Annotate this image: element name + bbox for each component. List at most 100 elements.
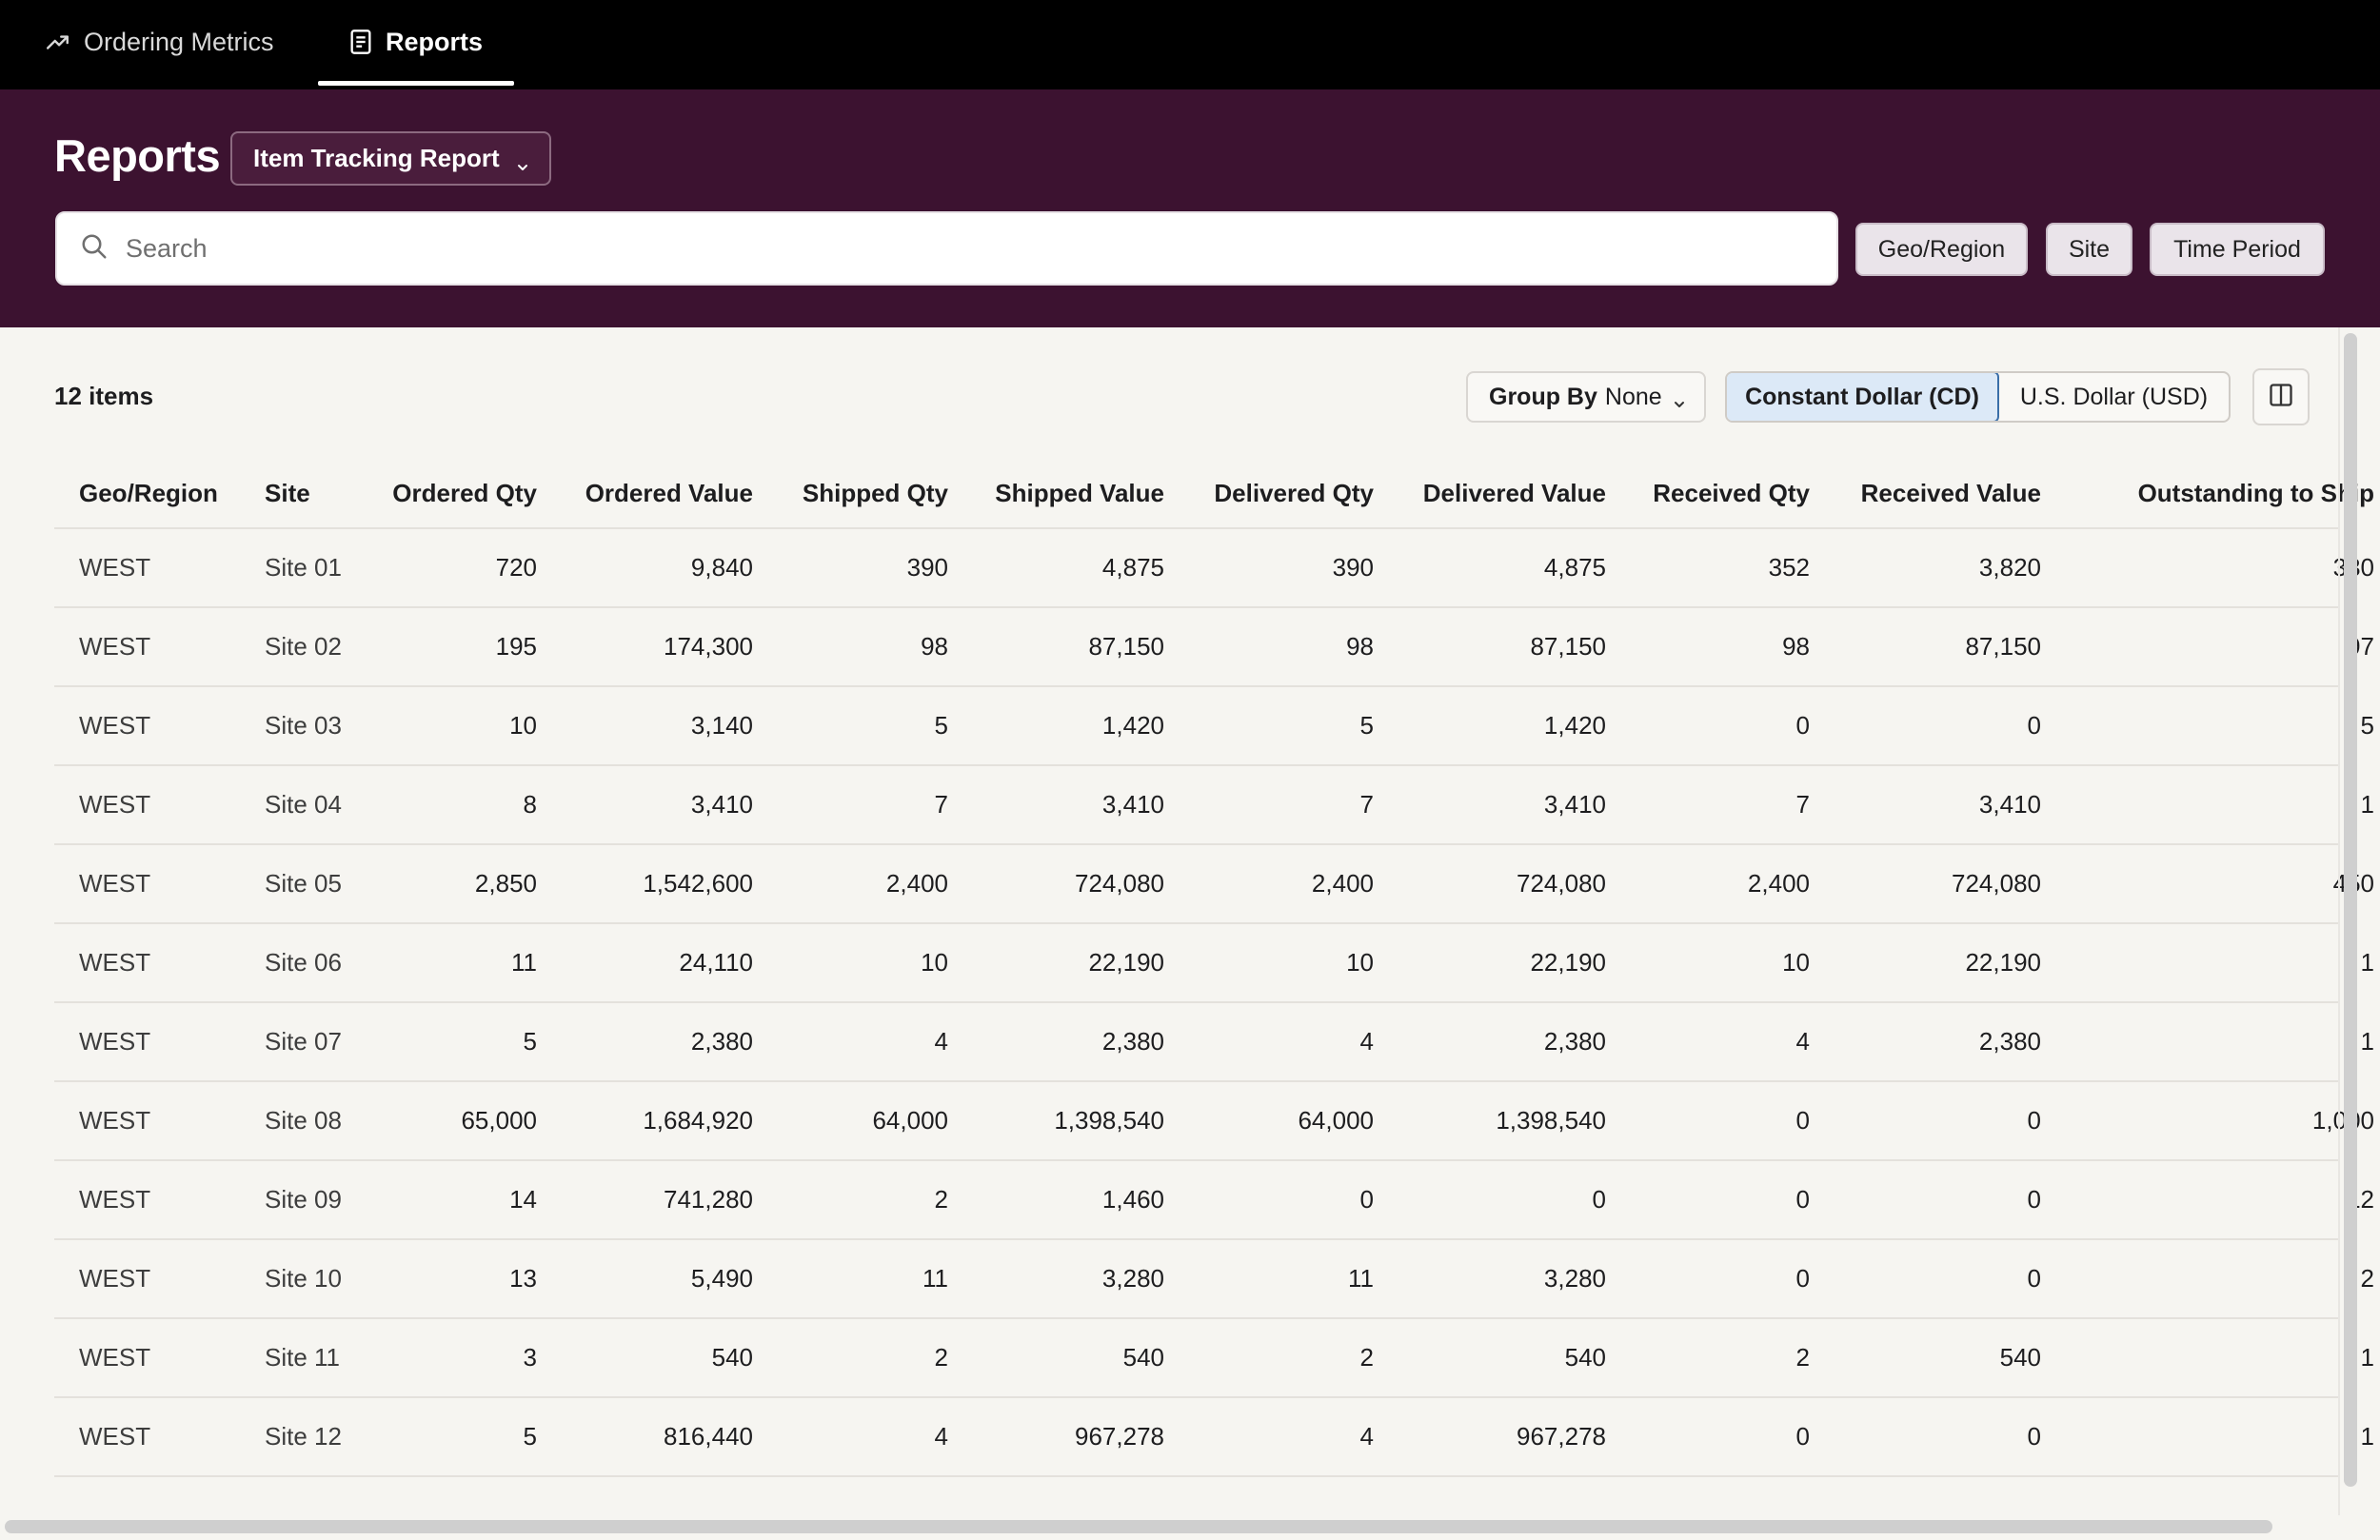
table-cell: 390 (906, 553, 948, 582)
item-count: 12 items (54, 382, 154, 410)
table-cell: WEST (79, 1343, 151, 1372)
table-cell: 3,410 (1978, 790, 2041, 819)
table-cell: 540 (1564, 1343, 1606, 1372)
group-by-select[interactable]: Group By None (1466, 371, 1706, 423)
table-cell: 450 (2063, 845, 2374, 922)
search-icon (80, 232, 109, 266)
table-cell: 0 (1359, 1185, 1374, 1214)
table-cell: 4,875 (1543, 553, 1606, 582)
tab-ordering-metrics[interactable]: Ordering Metrics (46, 0, 274, 84)
filter-geo-region-button[interactable]: Geo/Region (1855, 223, 2028, 276)
columns-icon (2268, 382, 2294, 413)
table-cell: WEST (79, 632, 151, 661)
tab-reports[interactable]: Reports (318, 0, 514, 86)
table-cell: 10 (921, 948, 948, 977)
column-header[interactable]: Outstanding to Ship (2137, 479, 2374, 507)
table-cell: 724,080 (1952, 869, 2041, 898)
table-row[interactable]: WEST Site 02 195 174,300 98 87,150 98 87,150 98 8… (54, 608, 2374, 687)
table-cell: 1,684,920 (643, 1106, 753, 1135)
column-header[interactable]: Received Value (1860, 479, 2041, 507)
table-cell: Site 01 (265, 553, 342, 582)
active-tab-indicator (318, 81, 514, 86)
table-cell: Site 11 (265, 1343, 341, 1372)
table-row[interactable]: WEST Site 11 3 540 2 540 2 540 2 540 1 (54, 1319, 2374, 1398)
column-header[interactable]: Site (265, 479, 310, 507)
table-cell: 14 (509, 1185, 537, 1214)
search-input[interactable] (126, 233, 1792, 264)
table-cell: 3,280 (1101, 1264, 1164, 1293)
table-cell: 967,278 (1075, 1422, 1164, 1451)
table-row[interactable]: WEST Site 07 5 2,380 4 2,380 4 2,380 4 2,380 1 (54, 1003, 2374, 1082)
table-cell: 7 (1359, 790, 1374, 819)
column-header[interactable]: Delivered Value (1422, 479, 1606, 507)
table-cell: 741,280 (664, 1185, 753, 1214)
report-type-select[interactable]: Item Tracking Report (230, 131, 551, 186)
table-cell: 1 (2360, 1343, 2374, 1372)
table-row[interactable]: WEST Site 05 2,850 1,542,600 2,400 724,080 2,4… (54, 845, 2374, 924)
table-cell: 540 (1999, 1343, 2041, 1372)
table-cell: 97 (2347, 632, 2374, 661)
table-cell: 22,190 (1965, 948, 2041, 977)
column-header[interactable]: Delivered Qty (1214, 479, 1374, 507)
table-cell: 87,150 (1965, 632, 2041, 661)
currency-option-cd[interactable]: Constant Dollar (CD) (1727, 373, 1999, 421)
page-title: Reports (54, 130, 221, 181)
table-cell: 0 (1795, 1422, 1810, 1451)
table-cell: WEST (79, 711, 151, 740)
table-header-row: Geo/Region Site Ordered Qty Ordered Valu… (54, 458, 2374, 529)
table-cell: 4 (1795, 1027, 1810, 1056)
table-cell: 540 (711, 1343, 753, 1372)
table-cell: Site 10 (265, 1264, 342, 1293)
table-cell: 0 (2027, 711, 2041, 740)
table-cell: 3,410 (1543, 790, 1606, 819)
table-cell: 98 (921, 632, 948, 661)
currency-option-usd[interactable]: U.S. Dollar (USD) (2019, 383, 2209, 410)
table-cell: 24,110 (679, 948, 753, 977)
table-cell: 352 (1768, 553, 1810, 582)
table-cell: WEST (79, 553, 151, 582)
table-cell: 65,000 (461, 1106, 537, 1135)
table-cell: 10 (509, 711, 537, 740)
table-cell: 724,080 (1517, 869, 1606, 898)
table-cell: 7 (934, 790, 948, 819)
table-row[interactable]: WEST Site 12 5 816,440 4 967,278 4 967,278 0 0 1 (54, 1398, 2374, 1477)
column-header[interactable]: Ordered Qty (392, 479, 537, 507)
table-cell: 1 (2360, 948, 2374, 977)
table-cell: 1 (2360, 1422, 2374, 1451)
table-cell: Site 09 (265, 1185, 342, 1214)
table-cell: 0 (2027, 1422, 2041, 1451)
trending-up-icon (46, 30, 70, 54)
table-cell: 2 (934, 1343, 948, 1372)
table-cell: 2,380 (1543, 1027, 1606, 1056)
column-header[interactable]: Shipped Value (995, 479, 1164, 507)
table-cell: 2,380 (1101, 1027, 1164, 1056)
table-cell: 2,400 (1311, 869, 1374, 898)
horizontal-scrollbar[interactable] (5, 1520, 2272, 1533)
filter-time-period-button[interactable]: Time Period (2150, 223, 2325, 276)
table-row[interactable]: WEST Site 04 8 3,410 7 3,410 7 3,410 7 3,410 1 (54, 766, 2374, 845)
table-cell: 12 (2347, 1185, 2374, 1214)
table-cell: 4 (934, 1422, 948, 1451)
table-cell: Site 02 (265, 632, 342, 661)
table-row[interactable]: WEST Site 08 65,000 1,684,920 64,000 1,398,54… (54, 1082, 2374, 1161)
columns-toggle-button[interactable] (2252, 368, 2310, 425)
column-header[interactable]: Ordered Value (585, 479, 753, 507)
table-cell: 1,398,540 (1054, 1106, 1164, 1135)
vertical-scrollbar[interactable] (2344, 333, 2357, 1487)
table-cell: 0 (1795, 1106, 1810, 1135)
document-icon (349, 29, 372, 55)
column-header[interactable]: Shipped Qty (802, 479, 948, 507)
tab-ordering-metrics-label: Ordering Metrics (84, 27, 274, 56)
table-cell: 1,542,600 (643, 869, 753, 898)
column-header[interactable]: Geo/Region (79, 479, 218, 507)
table-cell: WEST (79, 869, 151, 898)
table-row[interactable]: WEST Site 10 13 5,490 11 3,280 11 3,280 0 0 2 (54, 1240, 2374, 1319)
table-row[interactable]: WEST Site 01 720 9,840 390 4,875 390 4,875 352 3,… (54, 529, 2374, 608)
column-header[interactable]: Received Qty (1653, 479, 1810, 507)
table-row[interactable]: WEST Site 09 14 741,280 2 1,460 0 0 0 0 12 (54, 1161, 2374, 1240)
table-cell: 0 (2027, 1106, 2041, 1135)
table-cell: 0 (1795, 711, 1810, 740)
table-row[interactable]: WEST Site 03 10 3,140 5 1,420 5 1,420 0 0 5 (54, 687, 2374, 766)
table-row[interactable]: WEST Site 06 11 24,110 10 22,190 10 22,190 10 22,… (54, 924, 2374, 1003)
filter-site-button[interactable]: Site (2046, 223, 2132, 276)
